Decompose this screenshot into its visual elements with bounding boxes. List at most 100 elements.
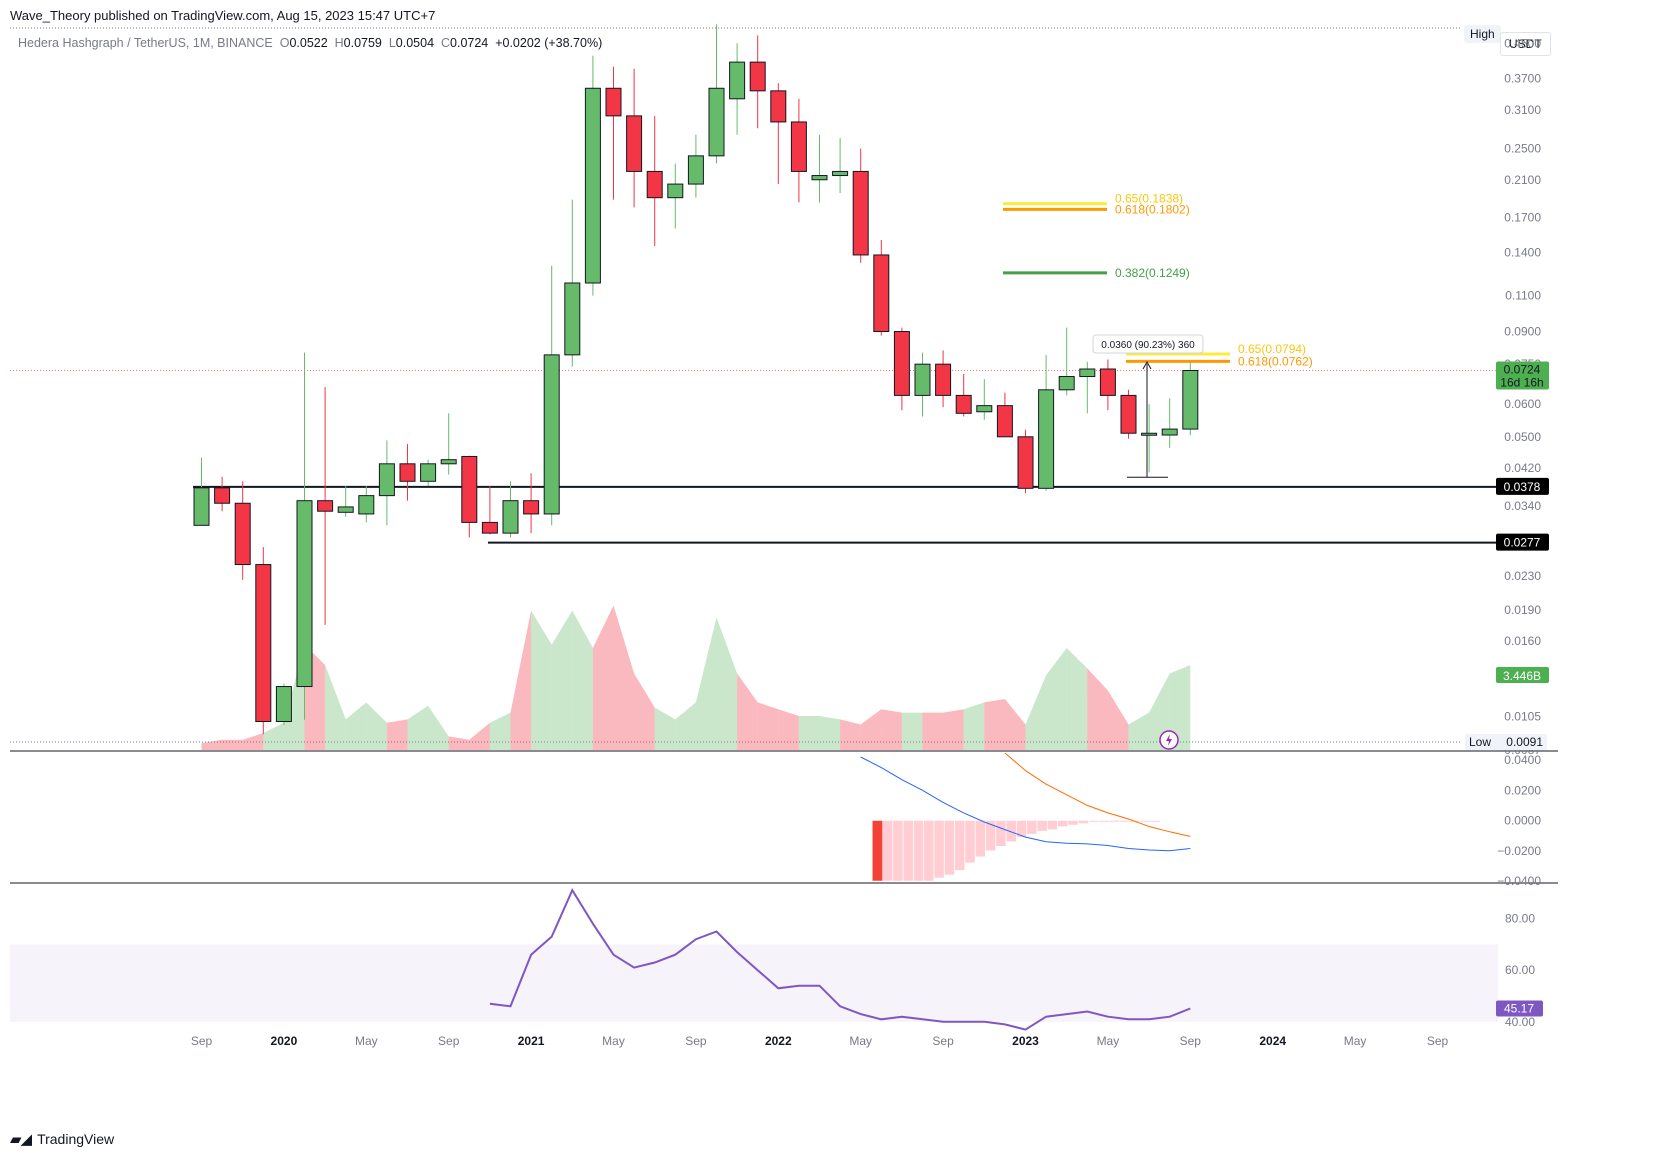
candle-body [461, 455, 478, 523]
time-tick-label: Sep [438, 1034, 460, 1048]
macd-histogram-bar [1139, 820, 1151, 823]
fib-level-label: 0.618(0.1802) [1115, 202, 1190, 216]
candle-body [976, 405, 993, 413]
candle-body [1182, 369, 1199, 430]
volume-area-segment [386, 719, 408, 750]
low-marker-label: Low [1469, 735, 1491, 749]
volume-area-segment [222, 739, 243, 750]
low-label: L [388, 36, 396, 50]
volume-area-segment [737, 673, 758, 750]
volume-tag: 3.446B [1503, 669, 1541, 683]
signal-line [1004, 752, 1191, 837]
volume-area-segment [428, 705, 449, 750]
price-tick-label: 0.0160 [1504, 634, 1541, 648]
candle-body [502, 500, 519, 534]
candle-body [626, 115, 643, 172]
time-tick-label: May [849, 1034, 872, 1048]
macd-histogram-bar [1108, 820, 1120, 823]
rsi-tick-label: 80.00 [1505, 912, 1535, 926]
volume-area-segment [778, 709, 799, 750]
currency-button[interactable]: USDT [1500, 32, 1551, 56]
macd-tick-label: 0.0400 [1504, 753, 1541, 767]
candle-body [955, 394, 972, 414]
low-marker-value: 0.0091 [1506, 735, 1543, 749]
lightning-icon[interactable] [1159, 730, 1179, 750]
high-value: 0.0759 [343, 36, 382, 50]
low-marker-bg [1465, 733, 1547, 750]
candle-body [605, 87, 622, 117]
candle-body [234, 502, 251, 566]
macd-histogram-bar [1026, 820, 1038, 835]
volume-area-segment [242, 733, 264, 750]
macd-histogram-bar [923, 820, 935, 882]
volume-area-segment [943, 709, 964, 750]
price-tick-label: 0.1400 [1504, 245, 1541, 259]
macd-histogram-bar [1098, 820, 1110, 823]
volume-area-segment [592, 605, 614, 750]
candle-body [481, 521, 498, 534]
candle-body [770, 90, 787, 123]
volume-area-segment [531, 610, 552, 750]
candle-body [1161, 428, 1178, 436]
volume-area-segment [201, 739, 223, 750]
volume-area-segment [1004, 699, 1026, 750]
rsi-last-tag: 45.17 [1504, 1001, 1534, 1015]
macd-histogram-bar [1150, 820, 1161, 823]
open-label: O [279, 36, 290, 50]
macd-histogram-bar [892, 820, 904, 882]
macd-histogram-bar [882, 820, 893, 882]
candle-body [1120, 394, 1137, 434]
price-tick-label: 0.0230 [1504, 569, 1541, 583]
price-tick-label: 0.0105 [1504, 709, 1541, 723]
volume-area-segment [551, 610, 573, 750]
time-tick-label: May [602, 1034, 625, 1048]
high-marker: High [1464, 25, 1501, 43]
macd-histogram-bar [964, 820, 976, 864]
candle-body [214, 487, 231, 504]
candle-body [193, 487, 210, 526]
macd-histogram-bar [954, 820, 965, 871]
time-tick-label: 2022 [765, 1034, 792, 1048]
volume-area-segment [613, 605, 635, 750]
volume-area-segment [840, 719, 861, 750]
volume-area-segment [757, 702, 779, 750]
time-tick-label: Sep [932, 1034, 954, 1048]
time-tick-label: 2023 [1012, 1034, 1039, 1048]
candle-body [1017, 436, 1034, 489]
candle-body [852, 170, 869, 256]
candle-body [420, 463, 437, 482]
support-price-label-bg [1496, 533, 1549, 551]
candle-body [935, 363, 952, 396]
close-value: 0.0724 [450, 36, 489, 50]
low-value: 0.0504 [395, 36, 435, 50]
support-price-label: 0.0378 [1504, 480, 1541, 494]
macd-histogram-bar [902, 820, 914, 882]
volume-area-segment [407, 705, 429, 750]
time-tick-label: Sep [1427, 1034, 1449, 1048]
volume-area-segment [860, 709, 882, 750]
time-tick-label: 2024 [1259, 1034, 1286, 1048]
support-price-label: 0.0277 [1504, 536, 1541, 550]
measure-label-bg [1092, 334, 1204, 354]
symbol-name: Hedera Hashgraph / TetherUS, 1M, BINANCE [18, 36, 273, 50]
symbol-legend[interactable]: Hedera Hashgraph / TetherUS, 1M, BINANCE… [18, 36, 602, 50]
volume-tag-bg [1496, 667, 1549, 683]
volume-area-segment [1066, 648, 1088, 750]
macd-histogram-bar [1119, 820, 1130, 823]
candle-body [564, 282, 581, 356]
lightning-icon-bolt [1166, 734, 1172, 746]
candle-body [543, 354, 560, 515]
macd-histogram-bar [1057, 820, 1068, 827]
tradingview-brand[interactable]: ▰◢ TradingView [10, 1130, 114, 1148]
price-tick-label: 0.1700 [1504, 211, 1541, 225]
volume-area-segment [263, 722, 284, 750]
macd-histogram-bar [1078, 820, 1089, 824]
price-tick-label: 0.0900 [1504, 325, 1541, 339]
candle-body [275, 686, 292, 723]
candle-body [667, 183, 684, 199]
candle-body [832, 170, 849, 177]
price-tick-label: 0.3700 [1504, 71, 1541, 85]
volume-area-segment [716, 617, 738, 750]
fib-level-label: 0.65(0.1838) [1115, 192, 1183, 206]
